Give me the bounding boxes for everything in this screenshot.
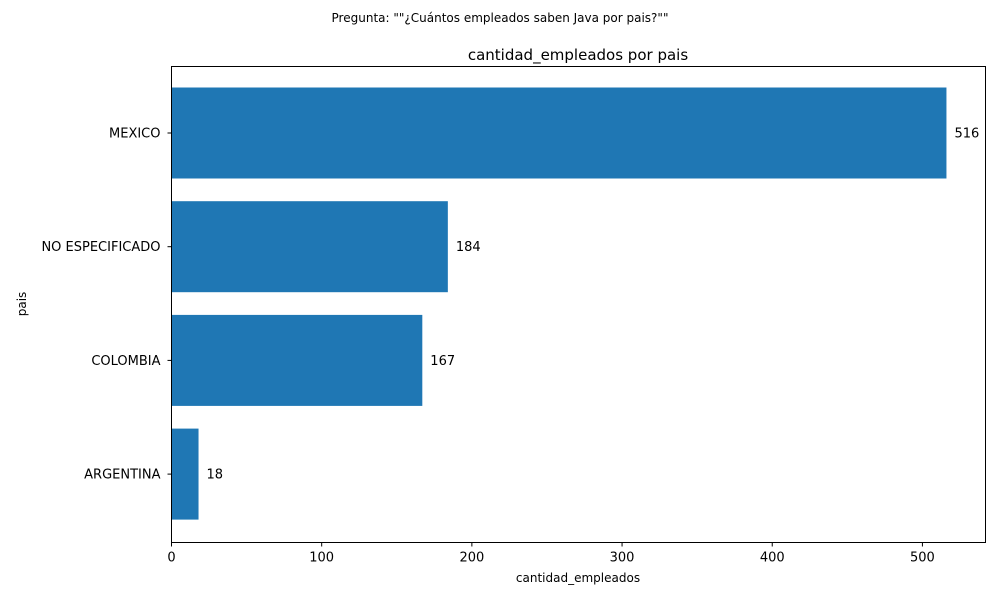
value-label-colombia: 167 [430, 354, 455, 369]
x-tick-label-100: 100 [309, 551, 334, 566]
x-tick-label-400: 400 [760, 551, 785, 566]
plot-frame [171, 66, 986, 543]
bar-mexico [171, 87, 947, 179]
value-label-argentina: 18 [207, 468, 224, 483]
bars-group [171, 87, 947, 520]
chart-suptitle: Pregunta: ""¿Cuántos empleados saben Jav… [332, 11, 669, 25]
value-labels-group: 516 184 167 18 [207, 127, 980, 483]
x-axis: 0 100 200 300 400 500 [167, 542, 935, 566]
x-tick-label-0: 0 [167, 551, 175, 566]
y-axis: MEXICO NO ESPECIFICADO COLOMBIA ARGENTINA [41, 127, 172, 483]
bar-colombia [171, 314, 423, 406]
y-tick-label-no-especificado: NO ESPECIFICADO [41, 240, 160, 255]
y-tick-label-colombia: COLOMBIA [91, 354, 160, 369]
value-label-mexico: 516 [954, 127, 979, 142]
bar-no-especificado [171, 201, 448, 293]
y-axis-label: pais [15, 292, 29, 317]
x-axis-label: cantidad_empleados [516, 571, 640, 585]
x-tick-label-300: 300 [610, 551, 635, 566]
x-tick-label-500: 500 [910, 551, 935, 566]
chart-title: cantidad_empleados por pais [468, 46, 688, 65]
bar-argentina [171, 428, 199, 520]
y-tick-label-mexico: MEXICO [109, 127, 160, 142]
x-tick-label-200: 200 [459, 551, 484, 566]
value-label-no-especificado: 184 [456, 240, 481, 255]
y-tick-label-argentina: ARGENTINA [84, 468, 160, 483]
